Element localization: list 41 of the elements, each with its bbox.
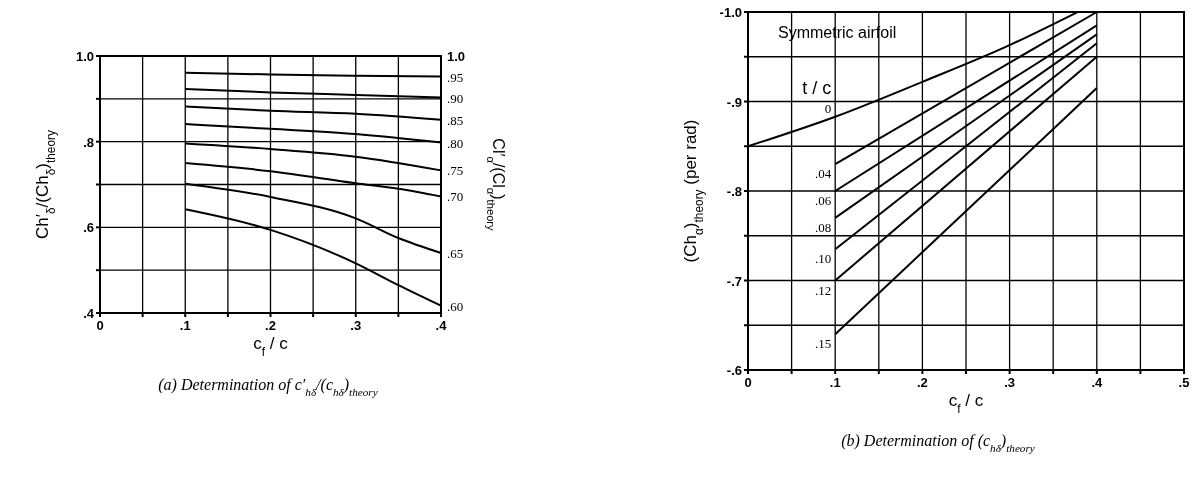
series-label: .80 bbox=[447, 135, 464, 151]
y-tick-label: -.7 bbox=[726, 273, 742, 289]
series-label: .04 bbox=[814, 166, 832, 182]
x-axis-title: c$_{f}$ / c bbox=[948, 391, 984, 416]
x-tick-label: .5 bbox=[1178, 375, 1190, 390]
y-tick-label: -1.0 bbox=[719, 5, 742, 20]
x-tick-label: 0 bbox=[96, 318, 104, 333]
text: (b) Determination of (c$_{hδ}$)$_{theory}$ bbox=[841, 432, 1035, 454]
series-label: .95 bbox=[447, 69, 464, 85]
y-tick-label: -.8 bbox=[726, 184, 742, 199]
series-label: .60 bbox=[447, 298, 464, 314]
series-label: .15 bbox=[814, 336, 832, 352]
series-label: .06 bbox=[814, 193, 832, 208]
y-tick-label: .6 bbox=[83, 220, 94, 236]
series-label: .08 bbox=[814, 219, 832, 235]
series-label: 0 bbox=[824, 100, 832, 116]
y-tick-label: .8 bbox=[83, 134, 94, 150]
series-label: .12 bbox=[814, 282, 832, 298]
x-tick-label: .4 bbox=[435, 318, 448, 333]
series-label: .90 bbox=[447, 90, 464, 106]
x-tick-label: 0 bbox=[744, 375, 752, 390]
series-label: .85 bbox=[447, 112, 464, 128]
text: (a) Determination of c′$_{hδ}$/(c$_{hδ}$)$_{theory}$ bbox=[158, 376, 378, 398]
series-label: .65 bbox=[447, 246, 464, 262]
x-tick-label: .1 bbox=[829, 375, 841, 390]
x-tick-label: .2 bbox=[265, 318, 276, 333]
legend-title: t / c bbox=[802, 78, 832, 98]
x-tick-label: .2 bbox=[916, 375, 928, 390]
y-tick-label: -.6 bbox=[726, 363, 742, 378]
series-label: .70 bbox=[447, 189, 464, 205]
y-tick-label: -.9 bbox=[726, 94, 742, 110]
x-tick-label: .3 bbox=[350, 318, 362, 333]
y-tick-label: .4 bbox=[83, 306, 95, 321]
text: 1.0 bbox=[447, 49, 466, 64]
x-axis-title: c$_{f}$ / c bbox=[253, 334, 289, 359]
x-tick-label: .1 bbox=[179, 318, 191, 333]
series-label: .10 bbox=[814, 251, 832, 267]
x-tick-label: .3 bbox=[1004, 375, 1016, 390]
y-tick-label: 1.0 bbox=[75, 49, 94, 64]
x-tick-label: .4 bbox=[1091, 375, 1103, 390]
series-label: .75 bbox=[447, 163, 464, 179]
